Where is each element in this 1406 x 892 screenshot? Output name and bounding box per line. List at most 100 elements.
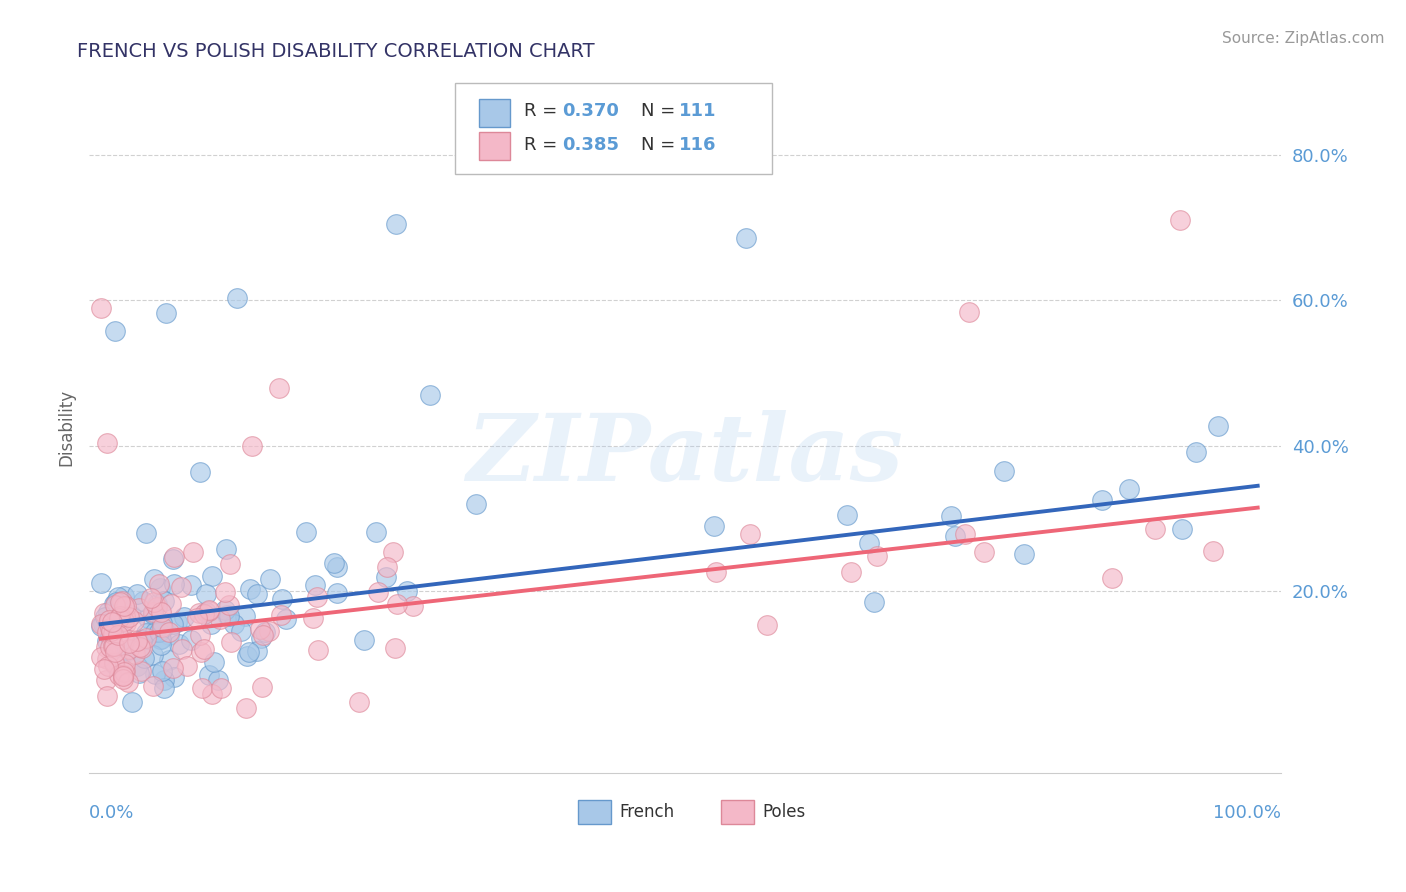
Point xyxy=(91,617,114,632)
Point xyxy=(249,623,271,637)
Point xyxy=(153,673,176,687)
Point xyxy=(103,655,125,669)
Point xyxy=(157,625,180,640)
Point xyxy=(111,668,134,682)
Point xyxy=(246,587,269,601)
Point xyxy=(197,604,219,618)
Point xyxy=(193,641,215,656)
Point xyxy=(110,595,132,609)
Point xyxy=(215,607,238,622)
Point xyxy=(375,570,398,584)
Text: 0.0%: 0.0% xyxy=(89,805,135,822)
Point xyxy=(402,599,425,613)
Point xyxy=(382,544,405,558)
Point xyxy=(90,650,112,665)
Point xyxy=(1091,492,1114,507)
Point xyxy=(148,576,170,591)
Point xyxy=(96,624,118,639)
Point xyxy=(93,606,115,620)
Point xyxy=(183,544,205,558)
Point xyxy=(143,667,166,681)
Point xyxy=(112,615,135,629)
Text: Source: ZipAtlas.com: Source: ZipAtlas.com xyxy=(1222,31,1385,46)
Point xyxy=(135,626,157,640)
Point xyxy=(108,610,131,624)
Point xyxy=(121,695,143,709)
Text: 0.385: 0.385 xyxy=(562,136,619,153)
Point xyxy=(254,624,277,639)
Point xyxy=(96,640,118,654)
Point xyxy=(142,595,165,609)
Point xyxy=(238,645,260,659)
Point xyxy=(162,670,184,684)
Point xyxy=(97,613,120,627)
Point xyxy=(128,600,150,615)
Point xyxy=(219,558,242,572)
Point xyxy=(96,633,118,648)
Point xyxy=(835,508,858,523)
Point xyxy=(188,628,211,642)
Point xyxy=(162,617,184,632)
Point xyxy=(191,681,214,695)
Text: ZIPatlas: ZIPatlas xyxy=(467,410,904,500)
Point xyxy=(195,605,218,619)
Point xyxy=(128,666,150,681)
Point xyxy=(219,635,242,649)
Point xyxy=(108,608,131,623)
Point xyxy=(270,607,292,622)
Point xyxy=(755,617,778,632)
Point xyxy=(132,651,155,665)
Point xyxy=(173,610,195,624)
Point xyxy=(246,644,269,658)
Point xyxy=(197,602,219,616)
FancyBboxPatch shape xyxy=(479,132,510,160)
Text: Poles: Poles xyxy=(762,803,806,821)
Point xyxy=(155,306,177,320)
Point xyxy=(384,217,406,231)
Point xyxy=(231,624,253,638)
Point xyxy=(118,642,141,657)
Point xyxy=(143,624,166,639)
Point xyxy=(973,545,995,559)
Point xyxy=(146,597,169,611)
Point xyxy=(105,594,128,608)
Point xyxy=(238,582,260,597)
Point xyxy=(176,658,198,673)
Text: R =: R = xyxy=(524,136,562,153)
Point xyxy=(112,632,135,646)
FancyBboxPatch shape xyxy=(479,99,510,127)
Point xyxy=(120,607,142,622)
Point xyxy=(1012,547,1035,561)
Point xyxy=(103,656,125,670)
Point xyxy=(858,536,880,550)
Point xyxy=(100,621,122,635)
Point xyxy=(172,641,194,656)
Y-axis label: Disability: Disability xyxy=(58,389,75,467)
Point xyxy=(208,612,231,626)
Point xyxy=(294,524,316,539)
Point xyxy=(163,549,186,564)
Point xyxy=(214,542,236,557)
Point xyxy=(152,621,174,635)
Point xyxy=(112,665,135,680)
Point xyxy=(129,665,152,679)
Point xyxy=(735,231,758,245)
Point xyxy=(142,648,165,662)
Point xyxy=(152,681,174,695)
Point xyxy=(125,659,148,673)
Point xyxy=(162,551,184,566)
Point xyxy=(150,639,173,653)
Point xyxy=(1206,419,1229,434)
Point xyxy=(135,526,157,541)
Point xyxy=(160,598,183,612)
Point xyxy=(112,615,135,629)
Point xyxy=(269,381,291,395)
Point xyxy=(841,565,863,579)
Point xyxy=(146,600,169,615)
Text: 100.0%: 100.0% xyxy=(1213,805,1281,822)
Point xyxy=(364,525,387,540)
Point xyxy=(865,549,887,564)
Point xyxy=(953,526,976,541)
Text: 116: 116 xyxy=(679,136,717,153)
Point xyxy=(307,643,329,657)
